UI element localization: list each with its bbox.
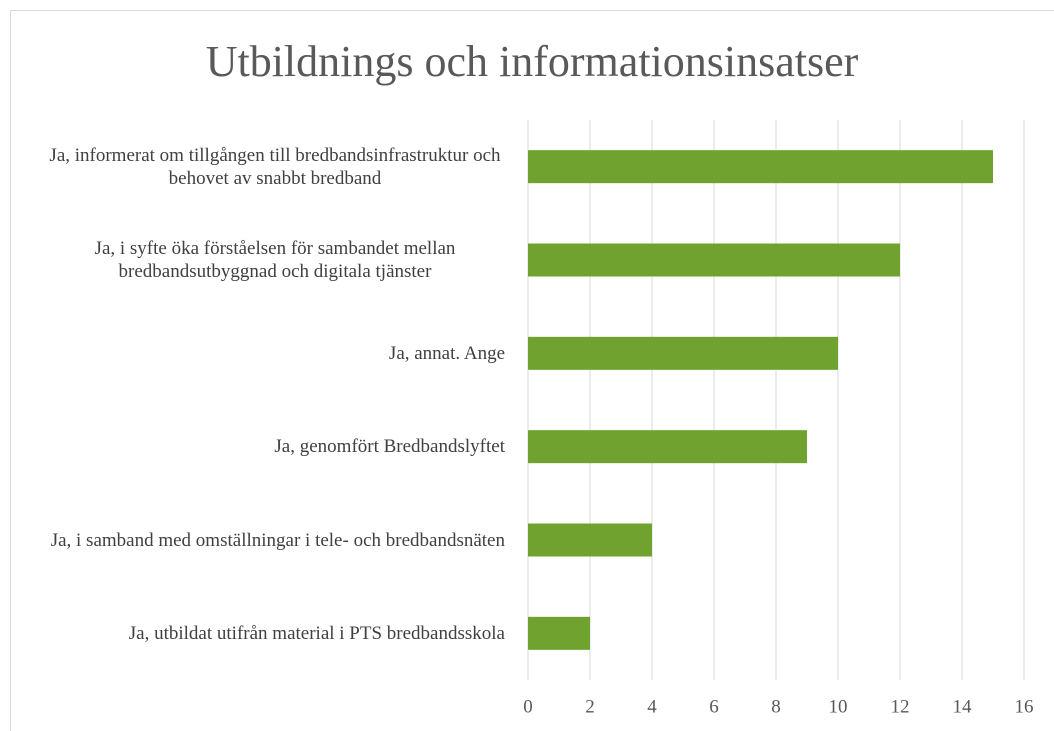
x-tick-label: 2 <box>585 696 595 717</box>
x-tick-label: 14 <box>953 696 973 717</box>
bar <box>528 336 838 370</box>
y-tick-label: Ja, annat. Ange <box>388 342 505 364</box>
y-label-box: Ja, utbildat utifrån material i PTS bred… <box>10 588 505 678</box>
y-tick-label: Ja, i syfte öka förståelsen för sambande… <box>94 238 456 282</box>
bar <box>528 150 993 184</box>
bar <box>528 523 652 557</box>
y-tick-label: Ja, informerat om tillgången till bredba… <box>49 144 501 189</box>
y-tick-label: Ja, genomfört Bredbandslyftet <box>274 436 505 458</box>
bar <box>528 243 900 277</box>
x-tick-label: 16 <box>1015 696 1034 717</box>
y-tick-label: Ja, utbildat utifrån material i PTS bred… <box>128 622 505 644</box>
x-tick-label: 8 <box>771 696 781 717</box>
y-label-box: Ja, i samband med omställningar i tele- … <box>10 495 505 585</box>
y-label-box: Ja, informerat om tillgången till bredba… <box>10 122 505 212</box>
y-label-box: Ja, annat. Ange <box>10 308 505 398</box>
y-tick-label: Ja, i samband med omställningar i tele- … <box>50 529 505 551</box>
bar <box>528 616 590 650</box>
x-tick-label: 12 <box>891 696 910 717</box>
x-tick-label: 6 <box>709 696 719 717</box>
y-label-box: Ja, genomfört Bredbandslyftet <box>10 402 505 492</box>
x-tick-label: 4 <box>647 696 657 717</box>
x-tick-label: 10 <box>829 696 848 717</box>
x-tick-label: 0 <box>523 696 533 717</box>
y-label-box: Ja, i syfte öka förståelsen för sambande… <box>10 215 505 305</box>
chart-title: Utbildnings och informationsinsatser <box>206 37 859 86</box>
bar <box>528 430 807 464</box>
